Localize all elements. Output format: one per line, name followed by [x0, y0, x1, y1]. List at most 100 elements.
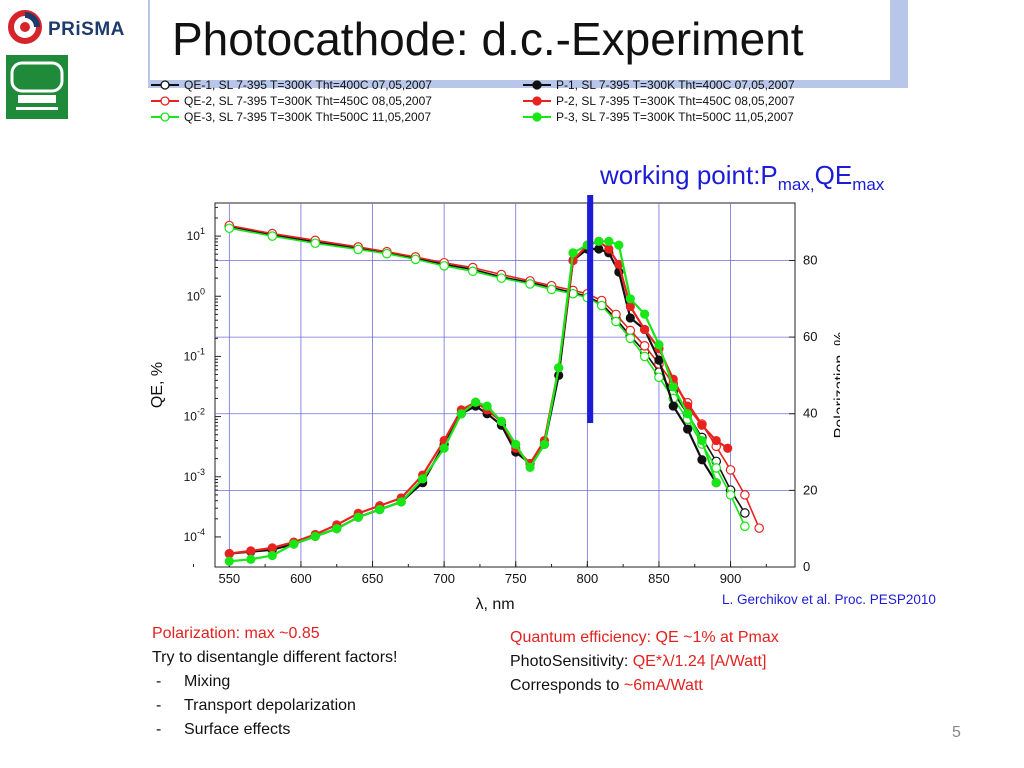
data-point: [467, 266, 478, 277]
data-point: [625, 325, 636, 336]
wp-sub-qemax: max: [852, 175, 885, 195]
data-point: [711, 478, 721, 488]
bullet-text: Mixing: [184, 673, 231, 690]
legend-dot: [160, 112, 170, 122]
data-point: [740, 490, 750, 500]
data-point: [267, 231, 278, 241]
data-point: [682, 409, 693, 419]
data-point: [604, 236, 614, 246]
data-point: [471, 397, 481, 407]
data-point: [625, 294, 635, 304]
data-point: [310, 238, 321, 249]
data-point: [456, 409, 466, 419]
series-qe-3: [224, 223, 750, 532]
note-bullet-transport: - Transport depolarization: [152, 694, 397, 718]
legend-dot: [532, 80, 542, 90]
data-point: [546, 284, 557, 295]
data-point: [246, 554, 256, 564]
data-point: [654, 372, 664, 383]
data-point: [614, 259, 624, 269]
y-left-tick-label: 10-1: [184, 346, 205, 363]
prisma-swirl-icon: [8, 10, 42, 44]
data-point: [594, 236, 604, 246]
legend-dot: [160, 80, 170, 90]
data-point: [439, 443, 449, 453]
data-point: [439, 261, 449, 271]
y-right-tick-label: 80: [803, 252, 817, 267]
data-point: [725, 490, 736, 500]
data-point: [697, 435, 707, 446]
data-point: [353, 512, 363, 522]
y-left-tick-label: 101: [187, 226, 205, 243]
data-point: [353, 244, 364, 255]
data-point: [740, 508, 750, 518]
prisma-logo-text: PRiSMA: [48, 19, 125, 40]
data-point: [289, 539, 299, 549]
note-disentangle: Try to disentangle different factors!: [152, 649, 398, 666]
data-point: [496, 273, 507, 283]
data-point: [639, 341, 650, 351]
data-point: [496, 416, 507, 426]
data-point: [267, 543, 277, 553]
photosensitivity-value: QE*λ/1.24 [A/Watt]: [632, 653, 767, 670]
data-point: [614, 240, 624, 250]
note-bullet-surface: - Surface effects: [152, 718, 397, 742]
data-point: [396, 497, 406, 507]
data-point: [697, 455, 707, 465]
x-tick-label: 650: [362, 571, 384, 586]
y-left-tick-label: 10-4: [184, 527, 205, 544]
x-tick-label: 700: [433, 571, 455, 586]
mami-logo: [6, 55, 68, 119]
bullet-text: Surface effects: [184, 721, 291, 738]
data-point: [594, 244, 604, 254]
legend-dot: [532, 112, 542, 122]
legend-marker-icon: [523, 112, 551, 122]
data-point: [723, 443, 733, 453]
data-point: [246, 546, 256, 556]
data-point: [310, 531, 320, 541]
data-point: [639, 351, 650, 362]
legend-marker-icon: [523, 96, 551, 106]
data-point: [711, 435, 721, 446]
wp-qe: QE: [814, 160, 853, 190]
data-point: [418, 474, 428, 484]
data-point: [596, 300, 607, 311]
y-right-axis-label: Polarization, %: [832, 332, 840, 439]
citation: L. Gerchikov et al. Proc. PESP2010: [722, 592, 936, 607]
y-left-axis-label: QE, %: [149, 362, 166, 408]
note-quantum-efficiency: Quantum efficiency: QE ~1% at Pmax: [510, 629, 779, 646]
bullet-marker: -: [156, 697, 162, 714]
x-tick-label: 800: [576, 571, 598, 586]
data-point: [568, 248, 578, 258]
prisma-logo: PRiSMA: [8, 6, 133, 48]
wp-sub-pmax: max,: [777, 175, 815, 195]
legend-label: QE-3, SL 7-395 T=300K Tht=500C 11,05,200…: [184, 110, 432, 124]
data-point: [697, 420, 707, 430]
notes-right: Quantum efficiency: QE ~1% at Pmax Photo…: [510, 626, 779, 698]
working-point-label: working point:Pmax,QEmax: [600, 160, 884, 195]
data-point: [525, 462, 535, 472]
data-point: [224, 548, 234, 559]
data-point: [375, 504, 385, 515]
legend-label: QE-1, SL 7-395 T=300K Tht=400C 07,05,200…: [184, 78, 432, 92]
note-corresponds: Corresponds to ~6mA/Watt: [510, 674, 779, 698]
data-point: [224, 556, 234, 566]
note-bullet-mixing: - Mixing: [152, 670, 397, 694]
data-point: [740, 521, 750, 532]
legend-label: P-2, SL 7-395 T=300K Tht=450C 08,05,2007: [556, 94, 795, 108]
legend-label: P-1, SL 7-395 T=300K Tht=400C 07,05,2007: [556, 78, 795, 92]
data-point: [410, 254, 421, 265]
data-point: [525, 279, 535, 289]
data-point: [267, 550, 277, 561]
data-point: [754, 523, 764, 533]
data-point: [482, 401, 492, 411]
legend-dot: [160, 96, 170, 106]
y-right-tick-label: 60: [803, 329, 817, 344]
data-point: [725, 465, 736, 475]
qe-polarization-chart: 550 600 650 700 750 800 850 90010110010-110-210…: [149, 195, 840, 613]
y-left-tick-label: 10-3: [184, 467, 205, 484]
y-right-tick-label: 40: [803, 406, 817, 421]
corresponds-value: ~6mA/Watt: [623, 677, 703, 694]
data-point: [668, 401, 678, 411]
data-point: [640, 309, 650, 319]
